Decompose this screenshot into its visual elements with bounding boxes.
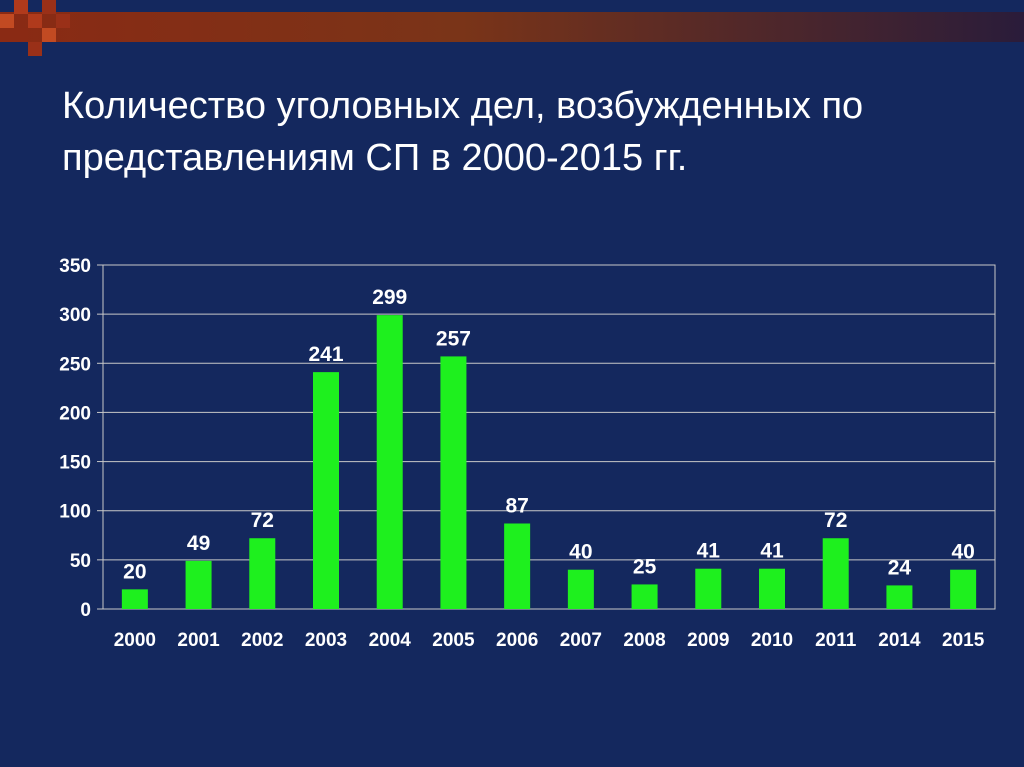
x-tick-label: 2009 [687,630,729,651]
data-label: 299 [372,286,407,309]
data-label: 41 [697,540,721,563]
bar [759,568,785,609]
x-tick-label: 2011 [815,630,857,651]
bar [504,523,531,609]
x-tick-label: 2005 [432,630,475,651]
bar [950,569,977,609]
x-tick-label: 2004 [369,630,412,651]
bar [695,568,722,609]
bar [631,584,658,609]
bar [822,538,849,609]
bar [376,315,403,609]
data-label: 24 [888,556,912,579]
bar [313,372,339,609]
data-label: 20 [123,560,146,583]
bar [185,560,212,609]
bar [567,569,594,609]
x-tick-label: 2015 [942,630,985,651]
x-tick-label: 2014 [878,630,921,651]
bar [249,538,276,609]
y-tick-label: 50 [70,551,91,572]
x-tick-label: 2002 [241,630,283,651]
bar [886,585,913,609]
x-tick-label: 2003 [305,630,347,651]
data-label: 41 [760,540,784,563]
plot-area [102,264,996,610]
x-tick-label: 2006 [496,630,538,651]
x-tick-label: 2008 [623,630,665,651]
data-label: 257 [436,327,471,350]
data-label: 40 [951,541,974,564]
x-tick-label: 2010 [751,630,793,651]
y-tick-label: 200 [59,403,91,424]
data-label: 241 [308,343,343,366]
y-tick-label: 250 [59,354,91,375]
y-tick-label: 300 [59,305,91,326]
x-tick-label: 2007 [560,630,602,651]
data-label: 87 [505,494,528,517]
data-label: 49 [187,532,210,555]
y-tick-label: 100 [59,502,91,523]
data-label: 72 [251,509,274,532]
x-tick-label: 2001 [177,630,220,651]
title-line-1: Количество уголовных дел, возбужденных п… [62,85,864,127]
data-label: 72 [824,509,847,532]
x-tick-label: 2000 [114,630,156,651]
y-tick-label: 0 [80,600,91,621]
header-band [0,12,1024,42]
bar [440,356,467,609]
title-line-2: представлениям СП в 2000-2015 гг. [62,137,688,179]
y-tick-label: 150 [59,453,91,474]
corner-decoration [0,0,80,60]
data-label: 25 [633,555,657,578]
bar [121,589,148,609]
data-label: 40 [569,541,592,564]
y-tick-label: 350 [59,256,91,277]
slide-title: Количество уголовных дел, возбужденных п… [62,80,962,184]
